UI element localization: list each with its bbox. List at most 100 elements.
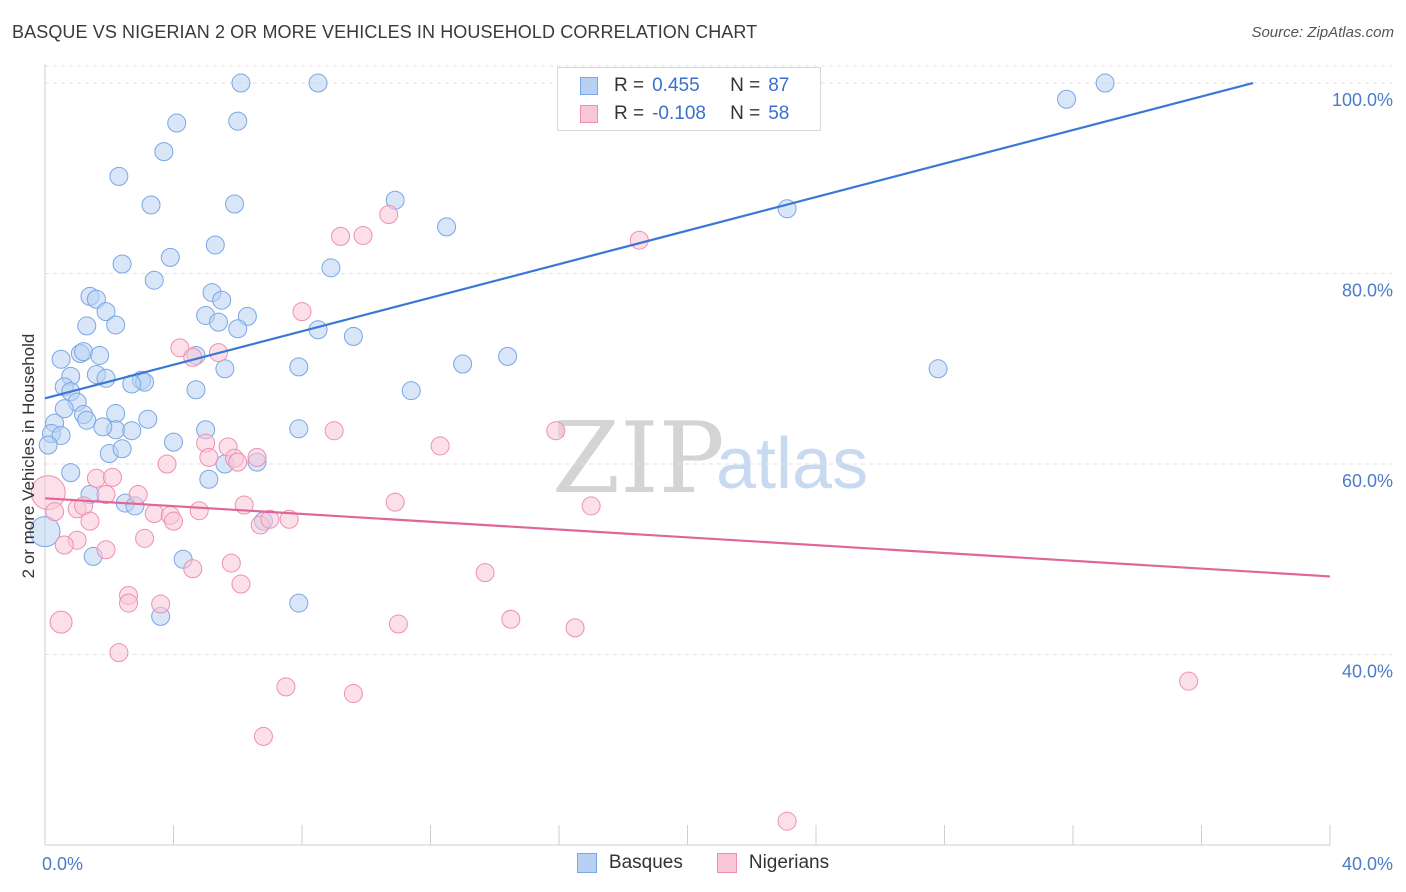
nigerians-point [109, 643, 129, 663]
basques-point [29, 516, 61, 548]
stats-row-basques: R = 0.455 N = 87 [580, 72, 789, 100]
basques-point [112, 254, 132, 274]
basques-point [289, 593, 309, 613]
nigerians-point [183, 559, 203, 579]
y-tick-label: 60.0% [1342, 471, 1393, 491]
nigerians-point [279, 509, 299, 529]
basques-point [90, 345, 110, 365]
n-label: N = [730, 75, 761, 96]
basques-point [106, 315, 126, 335]
basques-point [199, 469, 219, 489]
chart-title: BASQUE VS NIGERIAN 2 OR MORE VEHICLES IN… [12, 22, 758, 42]
nigerians-point [102, 467, 122, 487]
basques-point [205, 235, 225, 255]
basques-point [61, 463, 81, 483]
nigerians-point [260, 509, 280, 529]
watermark: ZIP atlas [552, 402, 868, 516]
nigerians-point [324, 421, 344, 441]
nigerians-point [388, 614, 408, 634]
nigerians-point [501, 609, 521, 629]
nigerians-point [228, 452, 248, 472]
basques-point [167, 113, 187, 133]
n-label: N = [730, 103, 761, 124]
nigerians-point [430, 436, 450, 456]
nigerians-point [353, 225, 373, 245]
basques-point [138, 409, 158, 429]
legend-item-basques: Basques [576, 852, 683, 874]
n-value: 87 [768, 75, 790, 96]
legend-item-nigerians: Nigerians [716, 852, 830, 874]
basques-trend-line [44, 81, 1254, 400]
nigerians-swatch [580, 105, 598, 123]
basques-point [74, 342, 94, 362]
basques-point [1057, 89, 1077, 109]
nigerians-point [151, 594, 171, 614]
basques-point [106, 404, 126, 424]
basques-point [225, 194, 245, 214]
x-tick-labels: 0.0% 40.0% [42, 854, 1393, 874]
nigerians-point [565, 618, 585, 638]
basques-swatch [580, 77, 598, 95]
nigerians-point [144, 504, 164, 524]
legend-label-basques: Basques [608, 852, 683, 873]
nigerians-point [475, 563, 495, 583]
nigerians-point [276, 677, 296, 697]
legend-label-nigerians: Nigerians [748, 852, 830, 873]
basques-point [231, 73, 251, 93]
basques-point [77, 410, 97, 430]
nigerians-point [343, 684, 363, 704]
n-value: 58 [768, 103, 790, 124]
basques-point [289, 357, 309, 377]
basques-point [321, 258, 341, 278]
nigerians-trend-line [44, 497, 1331, 578]
basques-point [212, 290, 232, 310]
nigerians-point [546, 421, 566, 441]
nigerians-point [96, 485, 116, 505]
basques-point [38, 435, 58, 455]
basques-point [51, 349, 71, 369]
nigerians-point [1179, 671, 1199, 691]
nigerians-point [49, 610, 73, 634]
basques-point [215, 359, 235, 379]
basques-point [401, 381, 421, 401]
legend-swatch-basques [576, 853, 597, 873]
nigerians-point [292, 302, 312, 322]
nigerians-point [164, 511, 183, 531]
basques-point [186, 380, 206, 400]
basques-point [928, 359, 948, 379]
nigerians-point [119, 593, 139, 613]
basques-point [96, 302, 116, 322]
stats-row-nigerians: R = -0.108 N = 58 [580, 100, 789, 128]
x-tick-label: 0.0% [42, 854, 83, 874]
nigerians-point [157, 454, 177, 474]
nigerians-point [231, 574, 251, 594]
nigerians-point [221, 553, 241, 573]
nigerians-point [253, 726, 273, 746]
nigerians-point [96, 540, 116, 560]
basques-point [93, 417, 113, 437]
nigerians-point [86, 468, 106, 488]
legend: Basques Nigerians [0, 852, 1406, 874]
basques-point [308, 73, 328, 93]
basques-point [1095, 73, 1115, 93]
basques-point [112, 439, 132, 459]
basques-point [228, 319, 248, 339]
basques-point [144, 270, 164, 290]
basques-point [122, 421, 142, 441]
y-tick-label: 100.0% [1332, 90, 1393, 110]
x-tick-label: 40.0% [1342, 854, 1393, 874]
stats-legend-box: R = 0.455 N = 87 R = -0.108 N = 58 [557, 67, 821, 131]
y-tick-label: 80.0% [1342, 281, 1393, 301]
basques-point [498, 346, 518, 366]
r-label: R = [614, 103, 645, 124]
watermark-zip: ZIP [552, 402, 725, 516]
nigerians-point [385, 492, 405, 512]
nigerians-point [629, 230, 649, 250]
chart-source: Source: ZipAtlas.com [1251, 24, 1394, 41]
basques-point [343, 326, 363, 346]
nigerians-point [170, 338, 190, 358]
legend-swatch-nigerians [716, 853, 737, 873]
basques-point [54, 399, 74, 419]
y-tick-label: 40.0% [1342, 662, 1393, 682]
nigerians-point [54, 535, 74, 555]
